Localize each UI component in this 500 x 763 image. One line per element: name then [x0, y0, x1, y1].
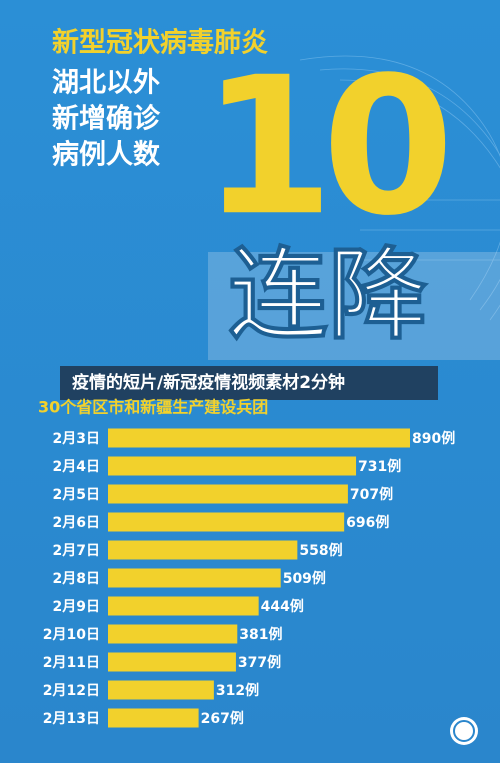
bar	[108, 596, 259, 616]
category-label: 2月8日	[53, 571, 100, 587]
bar	[108, 540, 298, 560]
bar	[108, 680, 214, 700]
bar	[108, 652, 236, 672]
category-label: 2月5日	[53, 487, 100, 503]
banner-bg	[60, 366, 438, 400]
category-label: 2月6日	[53, 515, 100, 531]
value-label: 890例	[412, 430, 455, 447]
category-label: 2月13日	[43, 711, 100, 727]
category-label: 2月7日	[53, 543, 100, 559]
value-label: 509例	[283, 570, 326, 587]
bar	[108, 456, 357, 476]
value-label: 267例	[201, 710, 244, 727]
value-label: 444例	[261, 598, 304, 615]
category-label: 2月10日	[43, 627, 100, 643]
bar	[108, 484, 348, 504]
category-label: 2月12日	[43, 683, 100, 699]
bar	[108, 428, 410, 448]
value-label: 696例	[346, 514, 389, 531]
category-label: 2月11日	[43, 655, 100, 671]
value-label: 558例	[299, 542, 342, 559]
chart-subtitle: 30个省区市和新疆生产建设兵团	[38, 398, 268, 417]
big-number: 10	[202, 36, 446, 257]
headline-line: 新增确诊	[52, 103, 161, 135]
value-label: 707例	[350, 486, 393, 503]
bar	[108, 708, 199, 728]
bar	[108, 512, 345, 532]
decoration	[299, 55, 500, 321]
highlight	[208, 252, 500, 360]
title: 新型冠状病毒肺炎	[52, 27, 268, 59]
bar	[108, 568, 281, 588]
value-label: 377例	[238, 654, 281, 671]
category-label: 2月3日	[53, 431, 100, 447]
category-label: 2月4日	[53, 459, 100, 475]
headline-line: 湖北以外	[52, 68, 160, 99]
bar	[108, 624, 238, 644]
headline-line: 病例人数	[52, 140, 161, 171]
value-label: 731例	[358, 458, 401, 475]
emblem	[450, 717, 478, 745]
category-label: 2月9日	[53, 599, 100, 615]
value-label: 312例	[216, 682, 259, 699]
value-label: 381例	[239, 626, 282, 643]
banner: 疫情的短片/新冠疫情视频素材2分钟	[72, 372, 345, 393]
big-text: 连降	[228, 236, 428, 353]
